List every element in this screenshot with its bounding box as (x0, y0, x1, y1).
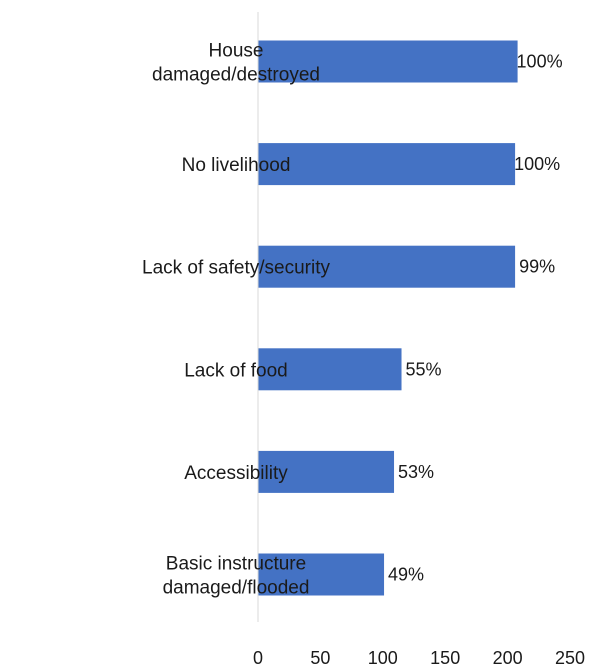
bar-2 (258, 245, 516, 288)
x-tick-label-2: 100 (368, 648, 398, 668)
x-tick-label-3: 150 (430, 648, 460, 668)
bar-0 (258, 40, 518, 83)
category-label-4-0: Accessibility (184, 463, 288, 484)
category-label-1-0: No livelihood (182, 155, 291, 176)
category-label-3-0: Lack of food (184, 360, 288, 381)
category-label-5-0: Basic instructure (166, 554, 306, 575)
x-axis-tick-labels: 0 50 100 150 200 250 (253, 648, 585, 668)
data-label-3: 55% (406, 359, 442, 379)
data-label-0: 100% (517, 52, 563, 72)
bar-1 (258, 143, 516, 186)
category-label-0-0: House (209, 41, 264, 62)
x-tick-label-4: 200 (493, 648, 523, 668)
data-label-2: 99% (519, 257, 555, 277)
category-label-2-0: Lack of safety/security (142, 258, 330, 279)
data-label-5: 49% (388, 565, 424, 585)
x-tick-label-1: 50 (310, 648, 330, 668)
bar-4 (258, 450, 395, 493)
category-label-0-1: damaged/destroyed (152, 65, 320, 86)
bar-5 (258, 553, 385, 596)
bar-3 (258, 348, 402, 391)
category-label-5-1: damaged/flooded (163, 578, 310, 599)
x-tick-label-0: 0 (253, 648, 263, 668)
bars-group (258, 40, 518, 596)
data-label-1: 100% (514, 154, 560, 174)
category-labels: House damaged/destroyed No livelihood Lack … (142, 41, 330, 599)
data-label-4: 53% (398, 462, 434, 482)
data-labels: 100% 100% 99% 55% 53% 49% (388, 52, 563, 585)
x-tick-label-5: 250 (555, 648, 585, 668)
